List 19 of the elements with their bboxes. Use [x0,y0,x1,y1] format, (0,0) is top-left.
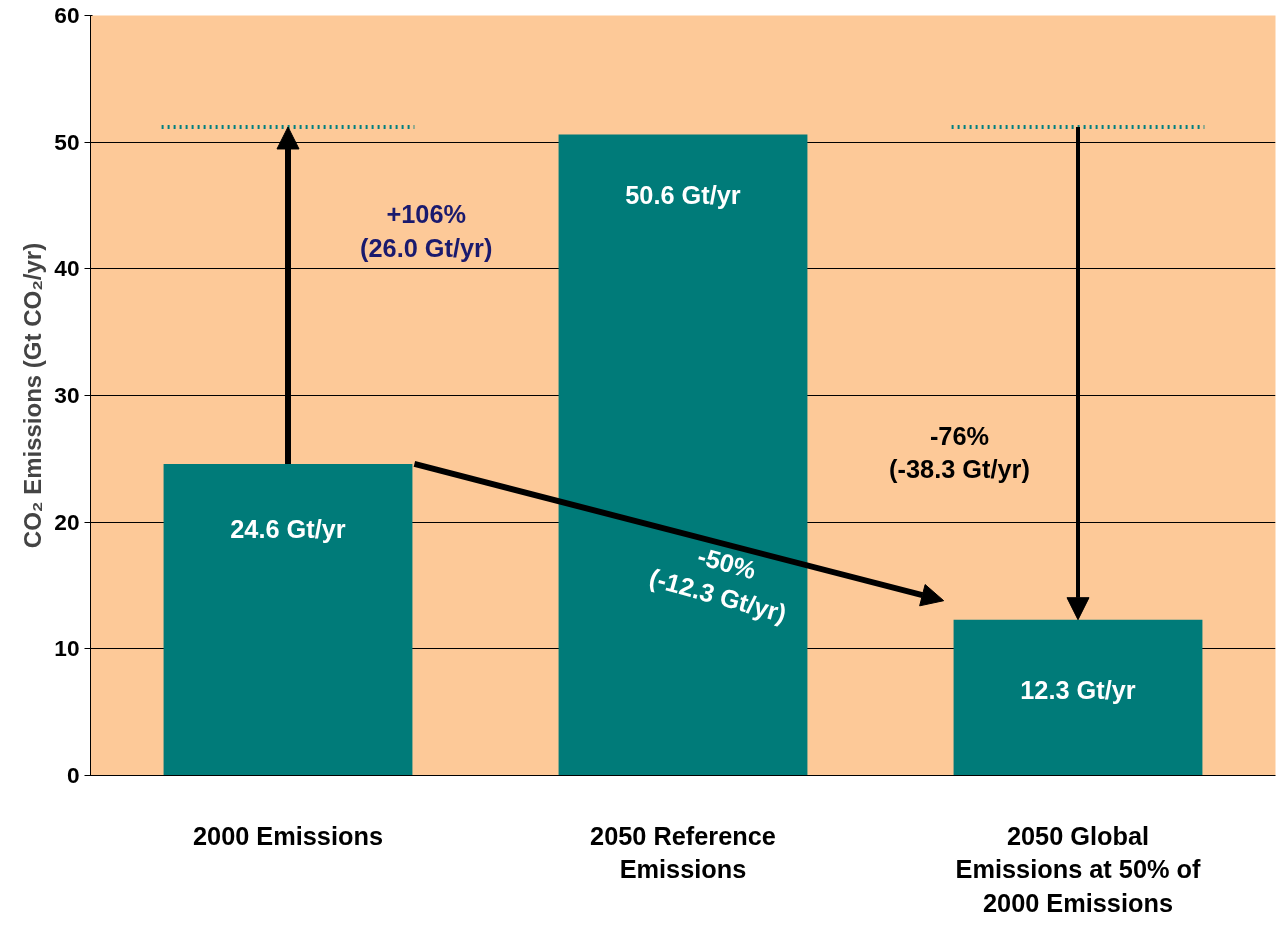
data-label: 50.6 Gt/yr [625,181,741,210]
bar [163,463,413,776]
y-axis-title: CO₂ Emissions (Gt CO₂/yr) [19,242,47,549]
y-tick-label: 0 [66,762,80,788]
y-tick-label: 30 [54,382,80,408]
data-label: 12.3 Gt/yr [1020,676,1136,704]
x-tick-label: 2050 Reference Emissions [590,821,776,884]
y-tick-label: 40 [54,255,80,282]
x-tick-label: 2000 Emissions [192,821,384,850]
y-tick-label: 10 [54,635,80,662]
data-label: 24.6 Gt/yr [230,514,346,543]
annotation: -50% (-12.3 Gt/yr) [646,541,790,628]
y-tick-label: 20 [54,508,80,535]
x-tick-label: 2050 Global Emissions at 50% of 2000 Emissions [955,821,1202,917]
annotation: +106% (26.0 Gt/yr) [360,200,493,262]
annotation: -76% (-38.3 Gt/yr) [889,421,1030,484]
y-tick-label: 50 [54,128,80,155]
bar [953,619,1203,776]
y-tick-label: 60 [54,2,80,28]
